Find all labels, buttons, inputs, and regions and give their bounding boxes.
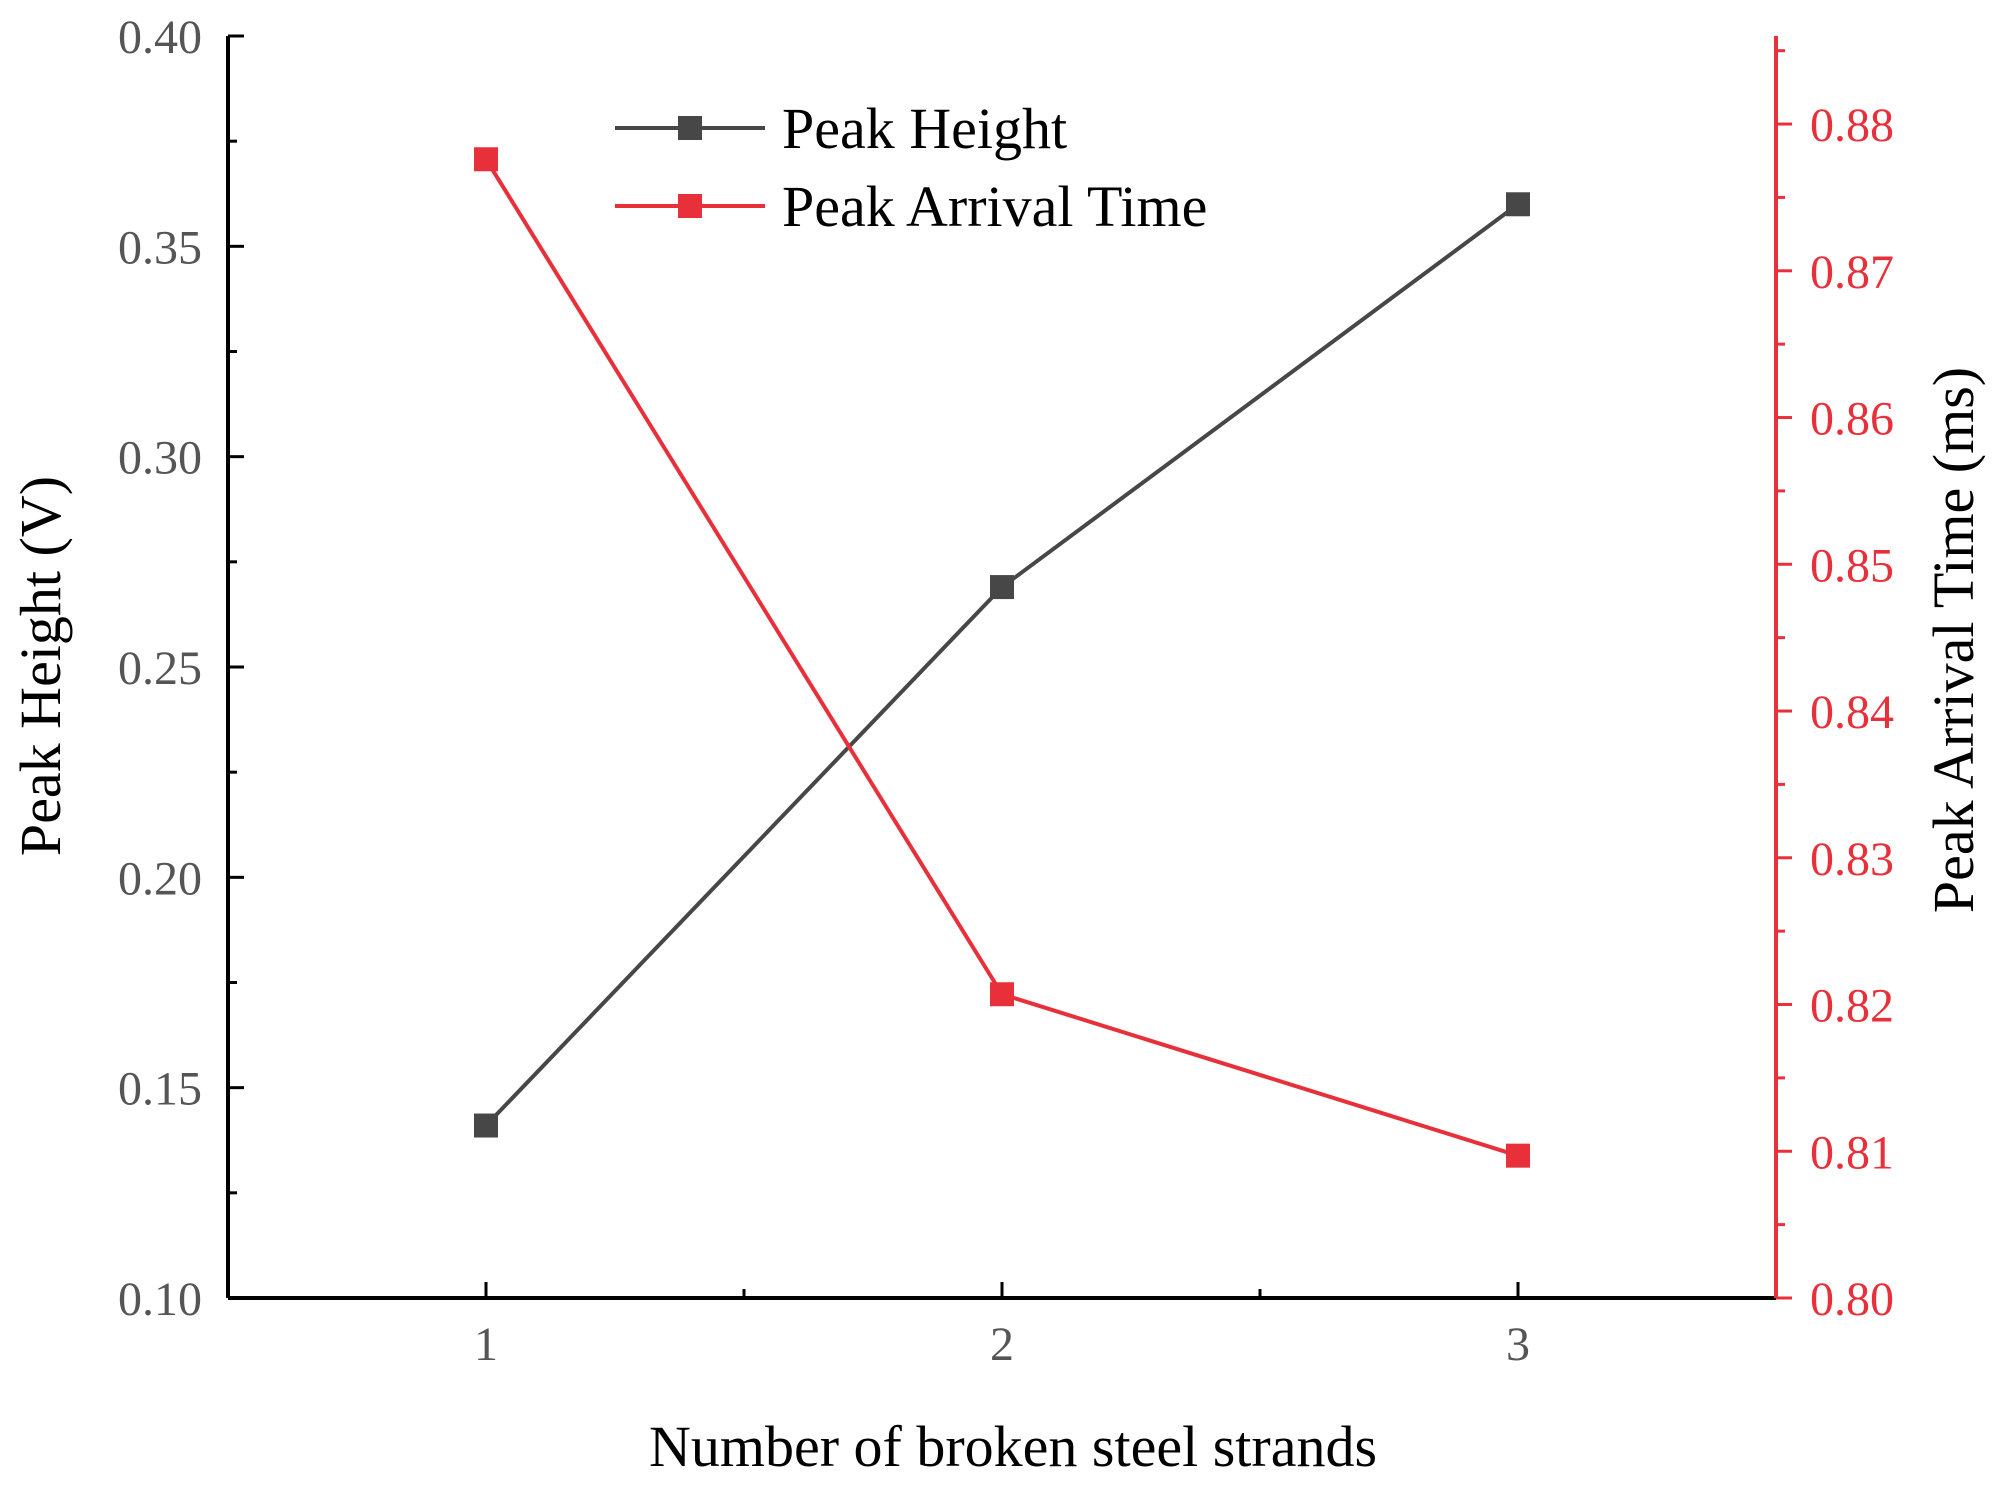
right-y-tick-label: 0.82 <box>1810 980 1894 1033</box>
right-y-tick-label: 0.88 <box>1810 99 1894 152</box>
series-peak-height-point <box>1506 192 1530 217</box>
x-axis-title: Number of broken steel strands <box>649 1414 1377 1479</box>
series-peak-height-point <box>474 1113 498 1138</box>
axes: 0.10 0.15 0.20 0.25 0.30 0.35 0.40 0.80 0.81 0.82… <box>118 11 1894 1371</box>
left-y-tick-label: 0.35 <box>118 221 202 274</box>
right-y-tick-label: 0.87 <box>1810 246 1894 299</box>
series-peak-arrival-time-point <box>1506 1143 1530 1168</box>
right-y-tick-label: 0.83 <box>1810 833 1894 886</box>
legend: Peak Height Peak Arrival Time <box>615 96 1207 239</box>
left-y-tick-label: 0.40 <box>118 11 202 64</box>
series-peak-arrival-time-point <box>474 147 498 172</box>
left-y-tick-label: 0.20 <box>118 852 202 905</box>
right-y-tick-label: 0.80 <box>1810 1273 1894 1326</box>
left-y-tick-label: 0.15 <box>118 1063 202 1116</box>
series-peak-height-point <box>990 575 1014 600</box>
legend-label-series-peak-arrival-time: Peak Arrival Time <box>782 174 1207 239</box>
left-y-tick-label: 0.10 <box>118 1273 202 1326</box>
x-tick-label: 2 <box>990 1318 1014 1371</box>
legend-marker-series-peak-arrival-time <box>678 194 702 218</box>
right-y-tick-label: 0.81 <box>1810 1126 1894 1179</box>
left-y-tick-label: 0.30 <box>118 432 202 485</box>
x-tick-label: 1 <box>474 1318 498 1371</box>
series-peak-arrival-time-point <box>990 982 1014 1007</box>
series-layer <box>474 147 1530 1168</box>
x-tick-label: 3 <box>1506 1318 1530 1371</box>
left-y-axis-title: Peak Height (V) <box>8 476 73 856</box>
legend-label-series-peak-height: Peak Height <box>782 96 1067 161</box>
right-y-tick-label: 0.86 <box>1810 393 1894 446</box>
right-y-tick-label: 0.84 <box>1810 686 1894 739</box>
left-y-tick-label: 0.25 <box>118 642 202 695</box>
right-y-tick-label: 0.85 <box>1810 539 1894 592</box>
legend-marker-series-peak-height <box>678 116 702 140</box>
right-y-axis-title: Peak Arrival Time (ms) <box>1921 367 1986 913</box>
